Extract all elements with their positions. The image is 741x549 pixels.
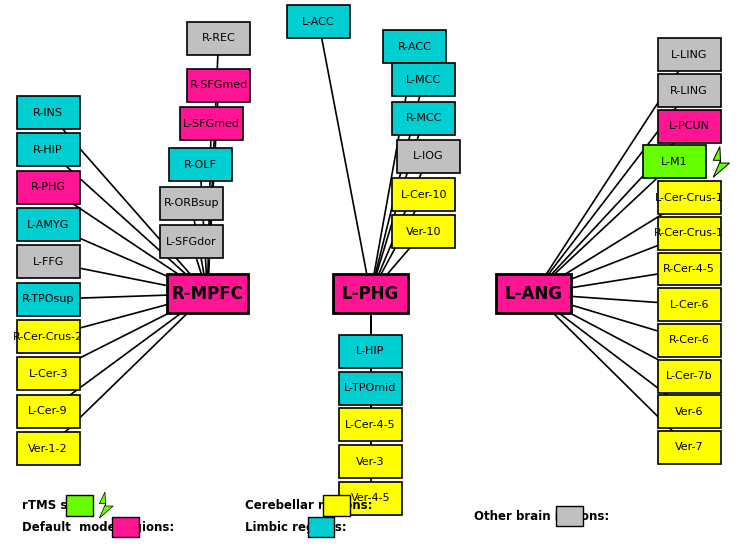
- FancyBboxPatch shape: [397, 140, 459, 173]
- Text: rTMS site:: rTMS site:: [22, 498, 90, 512]
- FancyBboxPatch shape: [556, 506, 583, 526]
- FancyBboxPatch shape: [658, 253, 720, 285]
- FancyBboxPatch shape: [169, 148, 231, 181]
- Text: L-ANG: L-ANG: [505, 285, 562, 302]
- Text: R-MPFC: R-MPFC: [172, 285, 243, 302]
- FancyBboxPatch shape: [384, 30, 446, 63]
- Text: R-MCC: R-MCC: [405, 113, 442, 123]
- Text: L-Cer-9: L-Cer-9: [28, 406, 68, 416]
- Text: Ver-6: Ver-6: [675, 407, 703, 417]
- FancyBboxPatch shape: [17, 357, 80, 390]
- Text: R-LING: R-LING: [671, 86, 708, 96]
- FancyBboxPatch shape: [658, 324, 720, 357]
- Text: L-TPOmid: L-TPOmid: [345, 383, 396, 393]
- FancyBboxPatch shape: [167, 274, 248, 313]
- Text: Ver-3: Ver-3: [356, 457, 385, 467]
- Text: R-OLF: R-OLF: [184, 160, 216, 170]
- Text: R-INS: R-INS: [33, 108, 63, 117]
- Text: Ver-4-5: Ver-4-5: [350, 494, 391, 503]
- FancyBboxPatch shape: [393, 102, 455, 135]
- Text: R-SFGmed: R-SFGmed: [190, 80, 247, 90]
- Text: L-Cer-6: L-Cer-6: [669, 300, 709, 310]
- Text: R-ORBsup: R-ORBsup: [164, 198, 219, 208]
- FancyBboxPatch shape: [339, 445, 402, 478]
- FancyBboxPatch shape: [658, 288, 720, 321]
- FancyBboxPatch shape: [658, 110, 720, 143]
- Polygon shape: [713, 147, 729, 177]
- FancyBboxPatch shape: [308, 517, 334, 537]
- Text: Ver-10: Ver-10: [406, 227, 442, 237]
- Text: L-Cer-Crus-1: L-Cer-Crus-1: [655, 193, 723, 203]
- FancyBboxPatch shape: [159, 225, 222, 258]
- Text: Limbic regions:: Limbic regions:: [245, 520, 346, 534]
- Text: R-ACC: R-ACC: [398, 42, 432, 52]
- FancyBboxPatch shape: [496, 274, 571, 313]
- FancyBboxPatch shape: [658, 181, 720, 214]
- Text: R-HIP: R-HIP: [33, 145, 63, 155]
- FancyBboxPatch shape: [187, 69, 250, 102]
- Text: L-HIP: L-HIP: [356, 346, 385, 356]
- FancyBboxPatch shape: [393, 63, 455, 96]
- Text: R-PHG: R-PHG: [30, 182, 66, 192]
- Text: L-M1: L-M1: [661, 157, 688, 167]
- Text: Ver-7: Ver-7: [675, 442, 703, 452]
- FancyBboxPatch shape: [17, 432, 80, 465]
- FancyBboxPatch shape: [393, 215, 455, 248]
- FancyBboxPatch shape: [17, 171, 80, 204]
- Text: Other brain regions:: Other brain regions:: [474, 509, 610, 523]
- Text: R-Cer-Crus-2: R-Cer-Crus-2: [13, 332, 83, 341]
- FancyBboxPatch shape: [287, 5, 350, 38]
- Text: L-LING: L-LING: [671, 50, 708, 60]
- FancyBboxPatch shape: [333, 274, 408, 313]
- Text: L-SFGmed: L-SFGmed: [183, 119, 239, 128]
- Text: L-Cer-10: L-Cer-10: [401, 190, 447, 200]
- Text: L-Cer-4-5: L-Cer-4-5: [345, 420, 396, 430]
- FancyBboxPatch shape: [17, 96, 80, 129]
- FancyBboxPatch shape: [393, 178, 455, 211]
- Text: L-ACC: L-ACC: [302, 17, 335, 27]
- FancyBboxPatch shape: [339, 408, 402, 441]
- Text: R-REC: R-REC: [202, 33, 236, 43]
- Text: R-Cer-4-5: R-Cer-4-5: [663, 264, 715, 274]
- FancyBboxPatch shape: [17, 245, 80, 278]
- Text: L-AMYG: L-AMYG: [27, 220, 70, 229]
- Text: L-PHG: L-PHG: [342, 285, 399, 302]
- FancyBboxPatch shape: [339, 482, 402, 515]
- Text: R-TPOsup: R-TPOsup: [22, 294, 74, 304]
- Text: L-SFGdor: L-SFGdor: [166, 237, 216, 247]
- Text: Cerebellar regions:: Cerebellar regions:: [245, 498, 372, 512]
- Text: L-FFG: L-FFG: [33, 257, 64, 267]
- FancyBboxPatch shape: [658, 217, 720, 250]
- Polygon shape: [99, 492, 113, 518]
- FancyBboxPatch shape: [658, 395, 720, 428]
- FancyBboxPatch shape: [339, 372, 402, 405]
- Text: L-IOG: L-IOG: [413, 152, 444, 161]
- Text: Ver-1-2: Ver-1-2: [28, 444, 68, 453]
- FancyBboxPatch shape: [187, 22, 250, 55]
- Text: L-MCC: L-MCC: [406, 75, 442, 85]
- FancyBboxPatch shape: [112, 517, 139, 537]
- FancyBboxPatch shape: [642, 145, 705, 178]
- Text: R-Cer-Crus-1: R-Cer-Crus-1: [654, 228, 724, 238]
- FancyBboxPatch shape: [17, 395, 80, 428]
- Text: L-Cer-7b: L-Cer-7b: [666, 371, 712, 381]
- Text: L-PCUN: L-PCUN: [668, 121, 710, 131]
- FancyBboxPatch shape: [66, 495, 93, 516]
- FancyBboxPatch shape: [658, 360, 720, 393]
- FancyBboxPatch shape: [658, 74, 720, 107]
- FancyBboxPatch shape: [159, 187, 222, 220]
- FancyBboxPatch shape: [17, 133, 80, 166]
- Text: L-Cer-3: L-Cer-3: [28, 369, 68, 379]
- FancyBboxPatch shape: [179, 107, 242, 140]
- FancyBboxPatch shape: [658, 38, 720, 71]
- FancyBboxPatch shape: [17, 283, 80, 316]
- FancyBboxPatch shape: [339, 335, 402, 368]
- FancyBboxPatch shape: [17, 208, 80, 241]
- Text: R-Cer-6: R-Cer-6: [669, 335, 709, 345]
- FancyBboxPatch shape: [323, 495, 350, 516]
- FancyBboxPatch shape: [658, 431, 720, 464]
- Text: Default  mode regions:: Default mode regions:: [22, 520, 174, 534]
- FancyBboxPatch shape: [17, 320, 80, 353]
